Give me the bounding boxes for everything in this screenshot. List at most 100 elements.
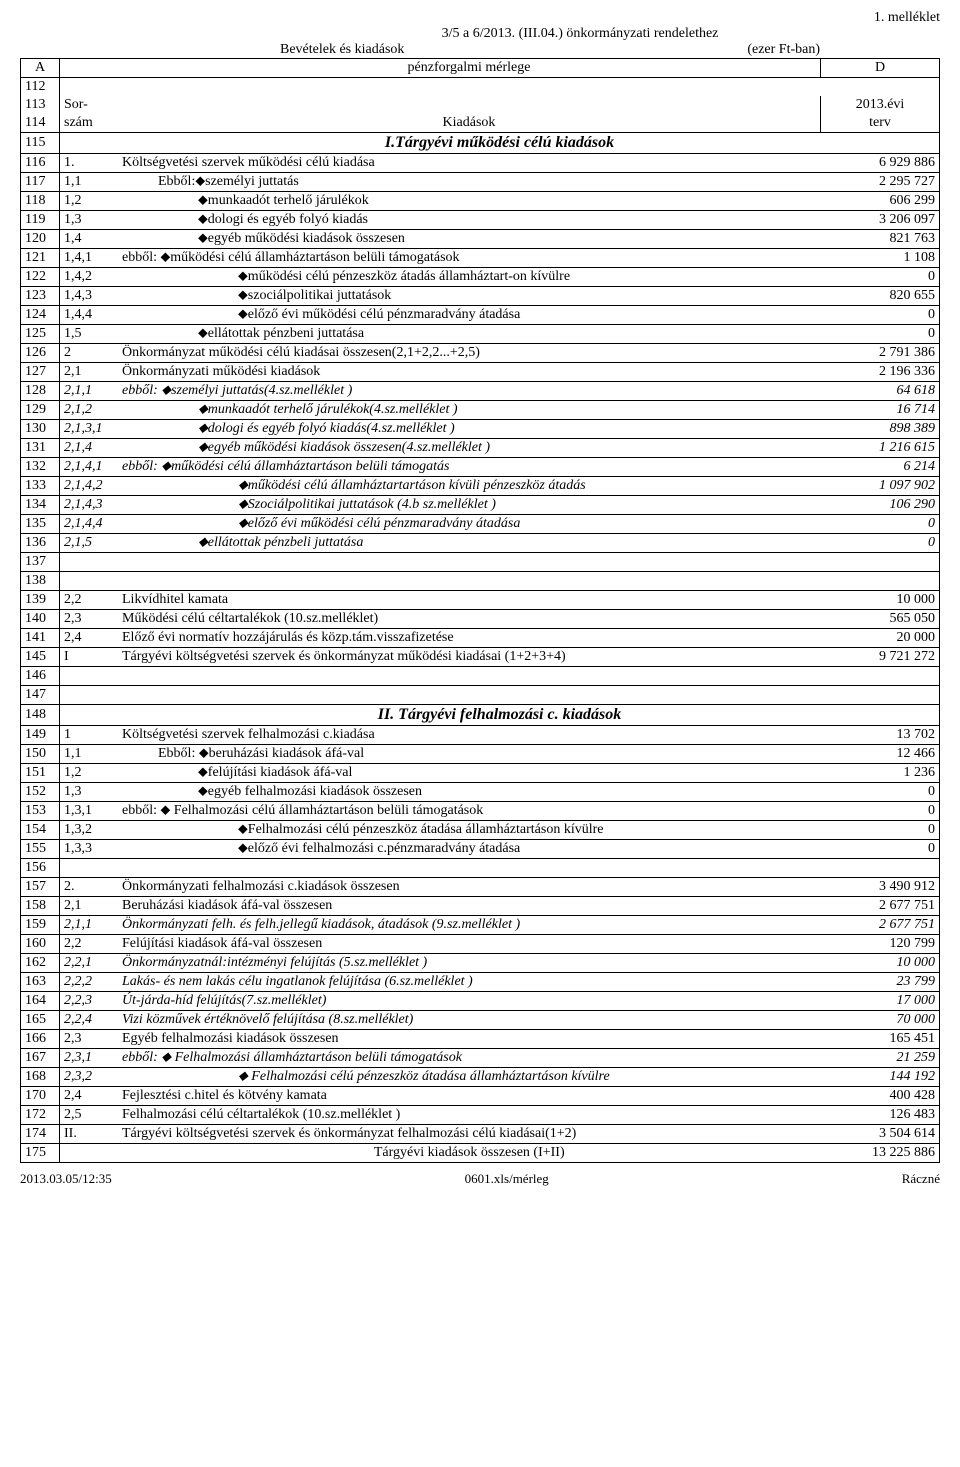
cell-code: 2,1,4,3 — [60, 496, 119, 515]
cell-desc: ⬥előző évi működési célú pénzmaradvány á… — [118, 306, 821, 325]
row-number: 140 — [21, 610, 60, 629]
cell-desc: ebből: ⬥ Felhalmozási államháztartáson b… — [118, 1049, 821, 1068]
cell-value: 898 389 — [821, 420, 940, 439]
cell-desc: ⬥előző évi felhalmozási c.pénzmaradvány … — [118, 840, 821, 859]
cell-value: 2 791 386 — [821, 344, 940, 363]
cell-desc: Ebből: ⬥beruházási kiadások áfá-val — [118, 745, 821, 764]
cell-code — [60, 667, 119, 686]
cell-code: 2,1,4,2 — [60, 477, 119, 496]
row-number: 157 — [21, 878, 60, 897]
cell-value: 0 — [821, 325, 940, 344]
cell-code: 2,3 — [60, 1030, 119, 1049]
cell-value: 144 192 — [821, 1068, 940, 1087]
cell-value: 13 225 886 — [821, 1144, 940, 1163]
row-number: 158 — [21, 897, 60, 916]
row-number: 162 — [21, 954, 60, 973]
row-number: 159 — [21, 916, 60, 935]
cell-code: 1,3,3 — [60, 840, 119, 859]
cell-code: 2,2,4 — [60, 1011, 119, 1030]
cell-code: 2. — [60, 878, 119, 897]
cell-value: 820 655 — [821, 287, 940, 306]
cell-desc — [118, 78, 821, 97]
cell-desc: Likvídhitel kamata — [118, 591, 821, 610]
cell-code: 1,3 — [60, 783, 119, 802]
cell-value: 10 000 — [821, 591, 940, 610]
cell-code: 1. — [60, 154, 119, 173]
row-number: 170 — [21, 1087, 60, 1106]
row-number: 163 — [21, 973, 60, 992]
cell-value: 0 — [821, 840, 940, 859]
cell-code: 2,3,1 — [60, 1049, 119, 1068]
cell-desc: ⬥ Felhalmozási célú pénzeszköz átadása á… — [118, 1068, 821, 1087]
cell-desc: ⬥Szociálpolitikai juttatások (4.b sz.mel… — [118, 496, 821, 515]
row-number: 167 — [21, 1049, 60, 1068]
row-number: 136 — [21, 534, 60, 553]
cell-desc: ⬥szociálpolitikai juttatások — [118, 287, 821, 306]
row-number: 130 — [21, 420, 60, 439]
cell-value: 3 490 912 — [821, 878, 940, 897]
cell-code — [60, 859, 119, 878]
cell-desc: Előző évi normatív hozzájárulás és közp.… — [118, 629, 821, 648]
cell-desc: Működési célú céltartalékok (10.sz.mellé… — [118, 610, 821, 629]
cell-desc: ⬥egyéb működési kiadások összesen — [118, 230, 821, 249]
cell-value: 16 714 — [821, 401, 940, 420]
cell-desc: ⬥előző évi működési célú pénzmaradvány á… — [118, 515, 821, 534]
cell-code: Sor- — [60, 96, 119, 114]
cell-desc: Felújítási kiadások áfá-val összesen — [118, 935, 821, 954]
row-number: 174 — [21, 1125, 60, 1144]
cell-code: 2,1 — [60, 363, 119, 382]
row-number: 134 — [21, 496, 60, 515]
cell-code: 1,4,3 — [60, 287, 119, 306]
cell-code: 2,1,4,4 — [60, 515, 119, 534]
cell-value: 70 000 — [821, 1011, 940, 1030]
row-number: 112 — [21, 78, 60, 97]
cell-desc: ebből: ⬥ Felhalmozási célú államháztartá… — [118, 802, 821, 821]
cell-value: 1 108 — [821, 249, 940, 268]
cell-value: 1 097 902 — [821, 477, 940, 496]
row-number: 147 — [21, 686, 60, 705]
row-number: 150 — [21, 745, 60, 764]
cell-code: 2,4 — [60, 629, 119, 648]
row-number: 129 — [21, 401, 60, 420]
cell-desc: Önkormányzati felhalmozási c.kiadások ös… — [118, 878, 821, 897]
row-number: 121 — [21, 249, 60, 268]
row-number: 154 — [21, 821, 60, 840]
cell-code: 1,2 — [60, 764, 119, 783]
col-blank1 — [60, 59, 119, 78]
row-number: 120 — [21, 230, 60, 249]
row-number: 153 — [21, 802, 60, 821]
cell-code: 1,4,4 — [60, 306, 119, 325]
cell-code: 2,2 — [60, 935, 119, 954]
row-number: 122 — [21, 268, 60, 287]
cell-value: 0 — [821, 534, 940, 553]
cell-value: 126 483 — [821, 1106, 940, 1125]
cell-desc: ⬥munkaadót terhelő járulékok — [118, 192, 821, 211]
row-number: 148 — [21, 705, 60, 726]
col-A: A — [21, 59, 60, 78]
cell-value: 0 — [821, 783, 940, 802]
cell-desc: Költségvetési szervek működési célú kiad… — [118, 154, 821, 173]
cell-value: 821 763 — [821, 230, 940, 249]
cell-code: 2,2 — [60, 591, 119, 610]
row-number: 156 — [21, 859, 60, 878]
cell-value: 2 295 727 — [821, 173, 940, 192]
cell-value: 13 702 — [821, 726, 940, 745]
row-number: 117 — [21, 173, 60, 192]
cell-code: I — [60, 648, 119, 667]
row-number: 128 — [21, 382, 60, 401]
cell-code: 2,3 — [60, 610, 119, 629]
cell-desc: ⬥dologi és egyéb folyó kiadás — [118, 211, 821, 230]
cell-code — [60, 553, 119, 572]
cell-value — [821, 553, 940, 572]
cell-code: 2,1,3,1 — [60, 420, 119, 439]
cell-desc: ⬥felújítási kiadások áfá-val — [118, 764, 821, 783]
cell-code: szám — [60, 114, 119, 133]
cell-value: 1 216 615 — [821, 439, 940, 458]
row-number: 155 — [21, 840, 60, 859]
cell-value: 20 000 — [821, 629, 940, 648]
row-number: 132 — [21, 458, 60, 477]
cell-code — [60, 78, 119, 97]
cell-value: 64 618 — [821, 382, 940, 401]
cell-value: 606 299 — [821, 192, 940, 211]
cell-code: 1,4 — [60, 230, 119, 249]
